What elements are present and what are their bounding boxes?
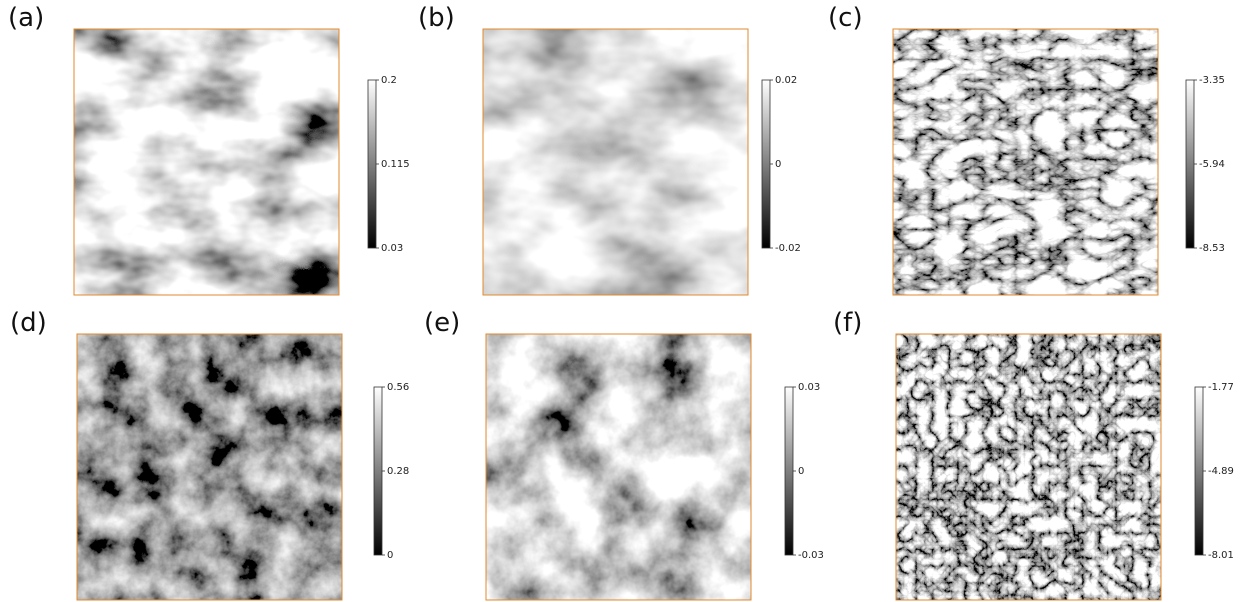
colorbar-tick-label: -1.77 [1208, 382, 1234, 393]
colorbar-tick-label: -0.03 [798, 550, 824, 561]
colorbar-tick-label: -4.89 [1208, 466, 1234, 477]
panel-label: (f) [833, 308, 862, 338]
colorbar-tick-label: 0.56 [387, 382, 409, 393]
colorbar [1186, 80, 1194, 248]
field-image [896, 334, 1161, 600]
panel-label: (e) [424, 308, 460, 338]
colorbar-tick-label: 0.2 [381, 75, 397, 86]
panel-label: (c) [828, 3, 863, 33]
field-image [77, 334, 342, 600]
colorbar [762, 80, 770, 248]
colorbar-tick-label: 0.03 [381, 243, 403, 254]
panel: (a) 0.2 0.115 0.03 [8, 3, 410, 295]
colorbar-tick-label: -8.01 [1208, 550, 1234, 561]
field-image [74, 29, 339, 295]
colorbar-tick-label: 0.03 [798, 382, 820, 393]
panel: (e) 0.03 0 -0.03 [424, 308, 824, 600]
colorbar [374, 387, 382, 555]
panel: (d) 0.56 0.28 0 [10, 308, 409, 600]
field-image [486, 334, 751, 600]
colorbar-tick-label: 0.02 [775, 75, 797, 86]
colorbar [368, 80, 376, 248]
colorbar-tick-label: -8.53 [1199, 243, 1225, 254]
colorbar-tick-label: 0 [775, 159, 781, 170]
colorbar-tick-label: -0.02 [775, 243, 801, 254]
field-image [483, 29, 748, 295]
colorbar-tick-label: 0.28 [387, 466, 409, 477]
panel: (c) -3.35 -5.94 -8.53 [828, 3, 1225, 295]
colorbar [1195, 387, 1203, 555]
panel: (f) -1.77 -4.89 -8.01 [833, 308, 1234, 600]
colorbar-tick-label: -3.35 [1199, 75, 1225, 86]
panel-label: (b) [418, 3, 455, 33]
panel-label: (a) [8, 3, 44, 33]
colorbar-tick-label: 0 [387, 550, 393, 561]
panel-label: (d) [10, 308, 47, 338]
colorbar-tick-label: 0 [798, 466, 804, 477]
field-image [893, 29, 1158, 295]
colorbar [785, 387, 793, 555]
colorbar-tick-label: -5.94 [1199, 159, 1225, 170]
colorbar-tick-label: 0.115 [381, 159, 410, 170]
figure: (a) 0.2 0.115 0.03 (b) 0.02 0 -0.02 (c) -3.35 -5.9… [0, 0, 1247, 602]
panel: (b) 0.02 0 -0.02 [418, 3, 801, 295]
